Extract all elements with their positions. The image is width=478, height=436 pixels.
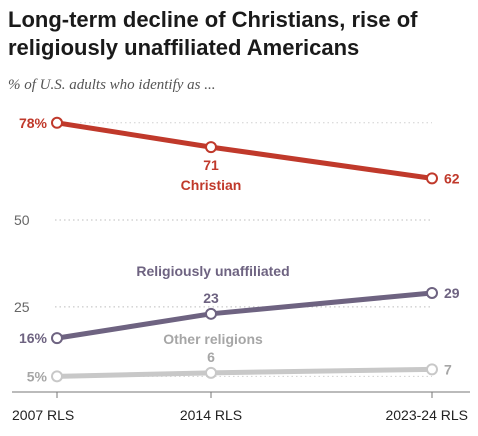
- y-tick-label: 25: [14, 299, 30, 315]
- data-label-christian: 78%: [19, 115, 48, 131]
- data-point-religiously-unaffiliated: [51, 332, 63, 345]
- data-point-religiously-unaffiliated: [205, 307, 217, 320]
- data-point-other-religions: [426, 363, 438, 376]
- chart-subtitle: % of U.S. adults who identify as ...: [8, 77, 216, 93]
- series-name-christian: Christian: [181, 177, 242, 193]
- data-point-other-religions: [51, 370, 63, 383]
- series-line-other-religions: [54, 366, 435, 379]
- x-tick-label: 2023-24 RLS: [385, 407, 468, 423]
- data-label-christian: 71: [203, 157, 219, 173]
- series-line-christian: [54, 120, 435, 181]
- x-tick-label: 2014 RLS: [180, 407, 242, 423]
- data-label-christian: 62: [444, 170, 460, 186]
- data-point-christian: [426, 172, 438, 185]
- data-point-religiously-unaffiliated: [426, 286, 438, 299]
- x-tick-label: 2007 RLS: [12, 407, 74, 423]
- data-point-other-religions: [205, 366, 217, 379]
- data-label-other-religions: 5%: [27, 368, 48, 384]
- data-label-religiously-unaffiliated: 23: [203, 290, 219, 306]
- series-name-other-religions: Other religions: [163, 331, 263, 347]
- data-label-other-religions: 6: [207, 349, 215, 365]
- series-name-religiously-unaffiliated: Religiously unaffiliated: [136, 263, 289, 279]
- data-label-religiously-unaffiliated: 16%: [19, 330, 48, 346]
- data-label-religiously-unaffiliated: 29: [444, 285, 460, 301]
- data-point-christian: [51, 116, 63, 129]
- data-point-christian: [205, 141, 217, 154]
- data-label-other-religions: 7: [444, 361, 452, 377]
- y-tick-label: 50: [14, 212, 30, 228]
- chart-title: Long-term decline of Christians, rise of…: [8, 7, 418, 60]
